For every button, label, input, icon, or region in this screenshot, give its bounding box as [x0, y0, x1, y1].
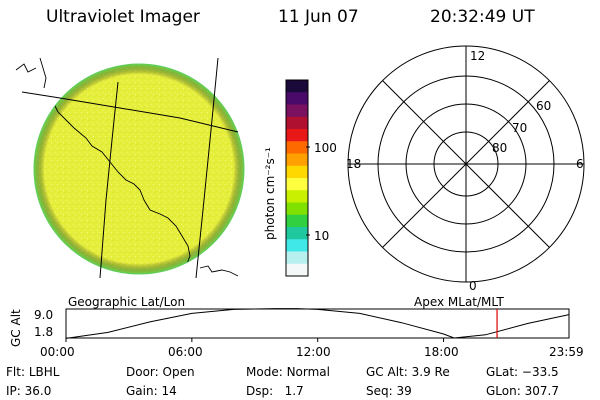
- seq-label: Seq:: [366, 384, 393, 398]
- timeline-frame: [65, 308, 570, 339]
- gc-alt-label: GC Alt:: [366, 365, 408, 379]
- date-label: 11 Jun 07: [278, 7, 359, 27]
- mode-label: Mode:: [246, 365, 283, 379]
- instrument-title: Ultraviolet Imager: [46, 7, 200, 27]
- x-tick-0600: 06:00: [168, 345, 203, 359]
- gain-status: Gain: 14: [126, 385, 177, 397]
- altitude-curve: [65, 308, 570, 339]
- x-tick-0000: 00:00: [40, 345, 75, 359]
- glat-label: GLat:: [486, 365, 519, 379]
- door-label: Door:: [126, 365, 159, 379]
- ip-status: IP: 36.0: [6, 385, 51, 397]
- glon-value: 307.7: [524, 384, 559, 398]
- y-tick-high: 9.0: [34, 308, 54, 322]
- colorbar-swatch: [286, 129, 308, 142]
- mlat-label-70: 70: [512, 121, 527, 135]
- colorbar-swatch: [286, 165, 308, 179]
- glat-status: GLat: −33.5: [486, 366, 559, 378]
- colorbar-tick-100: 100: [314, 141, 337, 155]
- filter-label: Flt:: [6, 365, 25, 379]
- time-label: 20:32:49 UT: [430, 7, 535, 27]
- gc-alt-value: 3.9 Re: [411, 365, 450, 379]
- colorbar-swatch: [286, 153, 308, 167]
- mode-status: Mode: Normal: [246, 366, 330, 378]
- mlt-label-0: 0: [469, 279, 477, 293]
- colorbar-swatch: [286, 263, 308, 277]
- colorbar-swatch: [286, 92, 308, 106]
- ip-value: 36.0: [24, 384, 52, 398]
- glat-value: −33.5: [521, 365, 559, 379]
- colorbar-swatch: [286, 251, 308, 265]
- mlt-label-18: 18: [346, 157, 361, 171]
- x-tick-2359: 23:59: [549, 345, 584, 359]
- dsp-status: Dsp: 1.7: [246, 385, 304, 397]
- coastline-fragments: [15, 57, 239, 277]
- filter-status: Flt: LBHL: [6, 366, 59, 378]
- filter-value: LBHL: [28, 365, 60, 379]
- colorbar-swatch: [286, 116, 308, 130]
- mlt-label-12: 12: [470, 49, 485, 63]
- y-tick-low: 1.8: [34, 325, 54, 339]
- colorbar-swatch: [286, 227, 308, 240]
- glon-label: GLon:: [486, 384, 521, 398]
- mode-value: Normal: [286, 365, 330, 379]
- dsp-label: Dsp:: [246, 384, 274, 398]
- colorbar-swatch: [286, 104, 308, 118]
- colorbar-swatch: [286, 80, 308, 93]
- door-value: Open: [162, 365, 195, 379]
- colorbar-swatch: [286, 178, 308, 191]
- dsp-value: 1.7: [284, 384, 304, 398]
- ip-label: IP:: [6, 384, 21, 398]
- mlat-label-60: 60: [536, 99, 551, 113]
- gain-value: 14: [161, 384, 177, 398]
- mlt-label-6: 6: [576, 157, 584, 171]
- colorbar-swatch: [286, 141, 308, 155]
- latlon-grid: [21, 57, 239, 279]
- mlat-label-80: 80: [492, 141, 507, 155]
- door-status: Door: Open: [126, 366, 195, 378]
- x-tick-1800: 18:00: [424, 345, 459, 359]
- gain-label: Gain:: [126, 384, 158, 398]
- colorbar-swatch: [286, 190, 308, 204]
- seq-value: 39: [396, 384, 412, 398]
- colorbar-swatch: [286, 239, 308, 253]
- colorbar-swatch: [286, 214, 308, 228]
- x-tick-1200: 12:00: [296, 345, 331, 359]
- colorbar-swatch: [286, 202, 308, 216]
- gc-alt-status: GC Alt: 3.9 Re: [366, 366, 450, 378]
- glon-status: GLon: 307.7: [486, 385, 559, 397]
- apex-label: Apex MLat/MLT: [414, 295, 504, 309]
- colorbar-tick-10: 10: [314, 229, 330, 243]
- seq-status: Seq: 39: [366, 385, 412, 397]
- geographic-label: Geographic Lat/Lon: [68, 295, 186, 309]
